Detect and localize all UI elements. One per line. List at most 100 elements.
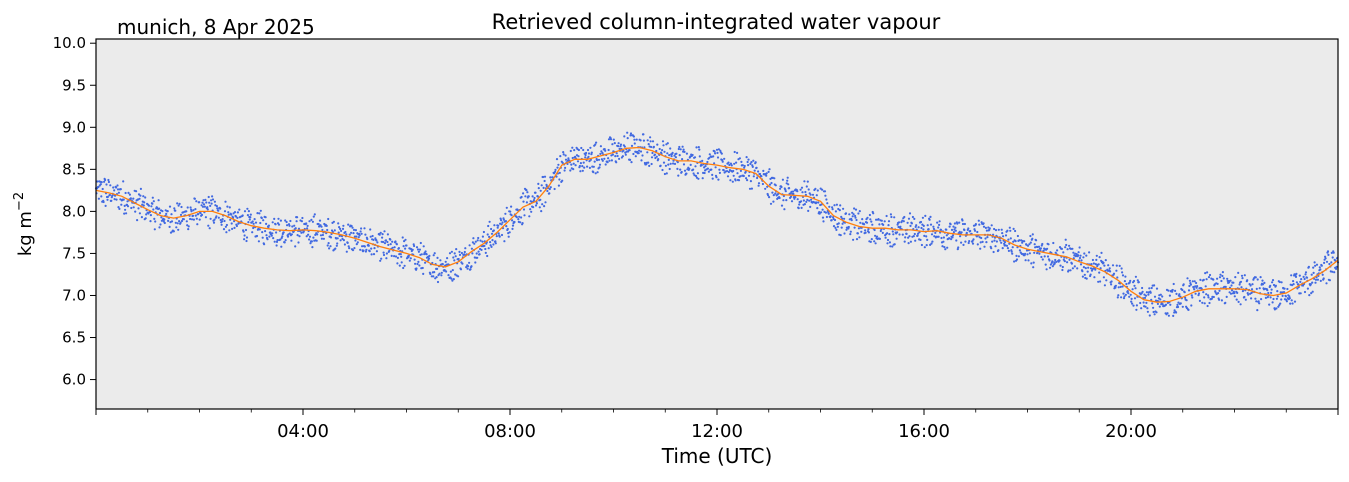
scatter-point bbox=[1027, 259, 1030, 262]
y-axis-label-superscript: −2 bbox=[12, 192, 27, 211]
scatter-point bbox=[832, 216, 835, 219]
scatter-point bbox=[197, 213, 200, 216]
scatter-point bbox=[382, 240, 385, 244]
scatter-point bbox=[312, 215, 315, 218]
scatter-point bbox=[1228, 281, 1231, 284]
scatter-point bbox=[365, 248, 368, 251]
scatter-point bbox=[1001, 232, 1004, 235]
scatter-point bbox=[993, 239, 996, 242]
scatter-point bbox=[251, 231, 254, 234]
scatter-point bbox=[562, 151, 565, 154]
scatter-point bbox=[1290, 274, 1293, 277]
scatter-point bbox=[522, 192, 525, 195]
scatter-point bbox=[1224, 285, 1227, 288]
scatter-point bbox=[396, 262, 399, 265]
scatter-point bbox=[100, 195, 103, 198]
scatter-point bbox=[617, 142, 620, 145]
scatter-point bbox=[685, 152, 689, 155]
scatter-point bbox=[853, 207, 856, 210]
scatter-point bbox=[1221, 271, 1224, 274]
scatter-point bbox=[1158, 305, 1161, 308]
scatter-point bbox=[229, 218, 232, 221]
scatter-point bbox=[1064, 238, 1067, 241]
scatter-point bbox=[163, 218, 166, 221]
scatter-point bbox=[446, 257, 449, 260]
y-tick-label: 6.5 bbox=[62, 329, 86, 347]
scatter-point bbox=[424, 250, 427, 253]
scatter-point bbox=[698, 155, 701, 158]
scatter-point bbox=[504, 220, 507, 223]
scatter-point bbox=[490, 245, 493, 248]
scatter-point bbox=[714, 152, 717, 155]
scatter-point bbox=[817, 201, 820, 204]
scatter-point bbox=[623, 145, 626, 148]
scatter-point bbox=[1031, 233, 1034, 236]
scatter-point bbox=[1145, 291, 1148, 294]
scatter-point bbox=[468, 244, 471, 247]
scatter-point bbox=[399, 253, 402, 256]
scatter-point bbox=[201, 205, 205, 208]
scatter-point bbox=[738, 157, 742, 160]
scatter-point bbox=[615, 161, 618, 164]
scatter-point bbox=[890, 215, 893, 219]
scatter-point bbox=[258, 228, 261, 231]
scatter-point bbox=[460, 251, 463, 255]
scatter-point bbox=[134, 210, 137, 213]
scatter-point bbox=[1159, 298, 1162, 301]
scatter-point bbox=[402, 266, 405, 270]
scatter-point bbox=[530, 210, 533, 213]
scatter-point bbox=[642, 133, 645, 136]
scatter-point bbox=[782, 194, 786, 198]
scatter-point bbox=[888, 241, 892, 244]
scatter-point bbox=[648, 164, 651, 167]
scatter-point bbox=[480, 248, 483, 251]
scatter-point bbox=[320, 237, 323, 240]
scatter-point bbox=[925, 244, 928, 247]
scatter-point bbox=[1191, 280, 1194, 283]
scatter-point bbox=[938, 220, 941, 223]
scatter-point bbox=[104, 204, 107, 207]
scatter-point bbox=[656, 143, 659, 146]
y-tick-label: 6.0 bbox=[62, 371, 86, 389]
scatter-point bbox=[999, 239, 1002, 242]
scatter-point bbox=[754, 161, 757, 164]
scatter-point bbox=[179, 221, 182, 224]
scatter-point bbox=[249, 216, 252, 219]
scatter-point bbox=[416, 248, 420, 251]
scatter-point bbox=[452, 256, 455, 259]
scatter-point bbox=[1230, 289, 1234, 292]
scatter-point bbox=[891, 245, 894, 248]
scatter-point bbox=[1179, 302, 1182, 305]
scatter-point bbox=[1119, 285, 1122, 288]
scatter-point bbox=[327, 217, 330, 221]
scatter-point bbox=[683, 169, 687, 172]
scatter-point bbox=[176, 222, 179, 225]
scatter-point bbox=[441, 263, 444, 266]
scatter-point bbox=[233, 226, 236, 229]
scatter-point bbox=[1259, 276, 1262, 279]
scatter-point bbox=[1150, 286, 1153, 290]
scatter-point bbox=[202, 203, 206, 206]
scatter-point bbox=[621, 155, 625, 158]
scatter-point bbox=[163, 221, 166, 225]
scatter-point bbox=[115, 198, 118, 201]
scatter-point bbox=[745, 156, 748, 159]
scatter-point bbox=[1311, 290, 1314, 293]
scatter-point bbox=[1139, 301, 1142, 305]
scatter-point bbox=[600, 150, 603, 153]
scatter-point bbox=[255, 234, 259, 238]
scatter-point bbox=[619, 145, 622, 148]
scatter-point bbox=[899, 225, 902, 228]
scatter-point bbox=[689, 163, 692, 166]
scatter-point bbox=[629, 158, 632, 161]
scatter-point bbox=[538, 206, 541, 209]
scatter-point bbox=[693, 156, 697, 159]
scatter-point bbox=[839, 204, 842, 207]
scatter-point bbox=[769, 202, 773, 205]
scatter-point bbox=[929, 223, 933, 226]
scatter-point bbox=[557, 163, 560, 166]
scatter-point bbox=[1129, 279, 1132, 282]
scatter-point bbox=[491, 239, 494, 242]
scatter-point bbox=[1043, 255, 1046, 258]
scatter-point bbox=[242, 230, 245, 233]
